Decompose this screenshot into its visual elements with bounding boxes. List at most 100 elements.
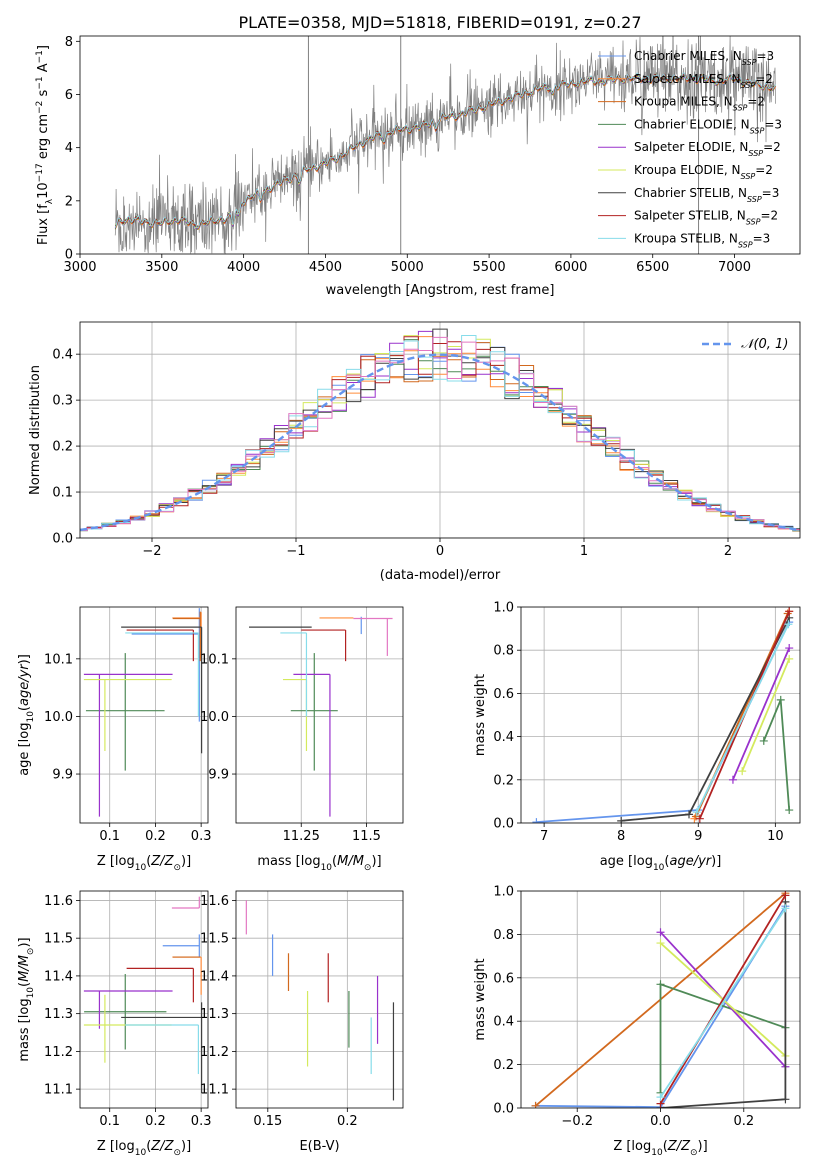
x-axis-label: E(B-V) <box>299 1139 339 1154</box>
x-axis-label: wavelength [Angstrom, rest frame] <box>326 283 555 298</box>
weight-point-marker <box>692 808 701 817</box>
plot-area <box>521 607 800 823</box>
model-fit-line <box>114 72 776 229</box>
legend-entry: Kroupa ELODIE, NSSP=2 <box>634 163 773 181</box>
x-tick-label: 0.2 <box>337 1114 358 1129</box>
x-tick-label: 7 <box>540 829 548 844</box>
x-axis-label: Z [log10(Z/Z⊙)] <box>97 1139 191 1158</box>
weight-point-marker <box>784 620 793 629</box>
y-tick-label: 0.8 <box>493 644 514 659</box>
weight-point-marker <box>776 695 785 704</box>
x-tick-label: 1 <box>580 544 588 559</box>
y-tick-label: 0.4 <box>493 730 514 745</box>
y-tick-label: 0.2 <box>493 773 514 788</box>
x-tick-label: 11.5 <box>352 829 381 844</box>
weight-series-line <box>741 658 791 772</box>
panel-Z-weight: −0.2 0.0 0.2 0.0 0.2 0.4 0.6 0.8 1.0 Z [log10(Z/Z… <box>473 885 801 1158</box>
x-tick-label: 6500 <box>636 260 669 275</box>
legend-entry: Chabrier STELIB, NSSP=3 <box>634 186 779 204</box>
axes-frame <box>79 890 209 1109</box>
y-tick-label: 0.2 <box>493 1058 514 1073</box>
x-axis-label: (data-model)/error <box>380 568 501 583</box>
plot-area <box>80 322 800 538</box>
x-tick-label: 11.25 <box>283 829 320 844</box>
panel-spectrum: 3000 3500 4000 4500 5000 5500 6000 6500 7000 0 2 4 6… <box>35 35 801 298</box>
y-axis-label: Flux [fλ10−17 erg cm−2 s−1 A−1] <box>35 45 55 245</box>
y-tick-label: 11.3 <box>200 1007 229 1022</box>
axes-frame <box>520 606 801 824</box>
y-tick-label: 4 <box>65 141 73 156</box>
weight-series-line <box>762 699 791 811</box>
x-tick-label: 4500 <box>309 260 342 275</box>
x-tick-label: 10 <box>767 829 784 844</box>
legend-entry: Chabrier ELODIE, NSSP=3 <box>634 117 782 135</box>
y-axis-label: mass weight <box>473 958 488 1040</box>
weight-point-marker <box>781 904 790 913</box>
weight-point-marker <box>656 939 665 948</box>
axes-frame <box>79 321 801 539</box>
y-tick-label: 10.0 <box>44 710 73 725</box>
legend-entry: 𝒩(0, 1) <box>741 337 788 352</box>
y-tick-label: 9.9 <box>52 768 73 783</box>
x-axis-label: mass [log10(M/M⊙)] <box>257 854 381 873</box>
panel-mass-age: 11.25 11.5 9.9 10.0 10.1 mass [log10(M/M⊙)] <box>200 606 404 873</box>
weight-point-marker <box>728 775 737 784</box>
x-tick-label: 4000 <box>227 260 260 275</box>
legend-entry: Kroupa STELIB, NSSP=3 <box>634 231 770 249</box>
y-tick-label: 0.0 <box>52 532 73 547</box>
legend-entry: Chabrier MILES, NSSP=3 <box>634 49 774 67</box>
y-tick-label: 0.1 <box>52 486 73 501</box>
x-tick-label: 0.0 <box>650 1114 671 1129</box>
y-axis-label: mass weight <box>473 674 488 756</box>
plot-area <box>236 607 403 823</box>
x-tick-label: 0 <box>436 544 444 559</box>
x-axis-label: age [log10(age/yr)] <box>600 854 722 873</box>
figure-title: PLATE=0358, MJD=51818, FIBERID=0191, z=0… <box>238 13 641 32</box>
plot-area <box>80 891 208 1108</box>
y-tick-label: 1.0 <box>493 885 514 900</box>
y-tick-label: 0.6 <box>493 971 514 986</box>
y-tick-label: 2 <box>65 194 73 209</box>
weight-point-marker <box>617 816 626 823</box>
y-tick-label: 11.5 <box>200 932 229 947</box>
axes-frame <box>520 890 801 1109</box>
weight-point-marker <box>738 767 747 776</box>
x-tick-label: −1 <box>286 544 305 559</box>
x-tick-label: 0.2 <box>145 829 166 844</box>
y-tick-label: 11.3 <box>44 1007 73 1022</box>
x-tick-label: 7000 <box>718 260 751 275</box>
y-tick-label: 0 <box>65 248 73 263</box>
y-tick-label: 11.6 <box>200 894 229 909</box>
x-tick-label: 9 <box>694 829 702 844</box>
x-tick-label: 3500 <box>145 260 178 275</box>
y-tick-label: 10.0 <box>200 710 229 725</box>
legend-entry: Kroupa MILES, NSSP=2 <box>634 95 765 113</box>
weight-point-marker <box>656 928 665 937</box>
plot-area <box>80 607 208 823</box>
x-axis-label: Z [log10(Z/Z⊙)] <box>613 1139 707 1158</box>
y-tick-label: 11.4 <box>44 969 73 984</box>
y-tick-label: 11.2 <box>44 1045 73 1060</box>
y-tick-label: 0.0 <box>493 817 514 832</box>
x-tick-label: 0.3 <box>191 829 212 844</box>
weight-series-line <box>695 623 790 813</box>
y-tick-label: 11.1 <box>44 1083 73 1098</box>
weight-series-line <box>732 647 791 781</box>
axes-frame <box>79 606 209 824</box>
y-tick-label: 0.0 <box>493 1102 514 1117</box>
y-tick-label: 9.9 <box>208 768 229 783</box>
weight-point-marker <box>785 806 794 815</box>
x-tick-label: 0.1 <box>99 829 120 844</box>
y-tick-label: 11.5 <box>44 932 73 947</box>
x-tick-label: −2 <box>142 544 161 559</box>
weight-point-marker <box>785 607 794 616</box>
x-tick-label: 0.2 <box>145 1114 166 1129</box>
residual-histogram <box>80 335 800 532</box>
y-tick-label: 10.1 <box>200 652 229 667</box>
y-tick-label: 11.2 <box>200 1045 229 1060</box>
x-tick-label: −0.2 <box>561 1114 593 1129</box>
weight-point-marker <box>656 1093 665 1102</box>
weight-series-line <box>659 907 787 1098</box>
legend-entry: Salpeter ELODIE, NSSP=2 <box>634 140 781 158</box>
